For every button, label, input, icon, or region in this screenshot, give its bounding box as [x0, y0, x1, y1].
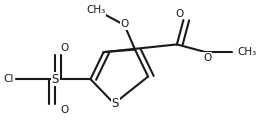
Text: Cl: Cl — [3, 74, 14, 84]
Text: O: O — [60, 105, 69, 115]
Text: S: S — [112, 97, 119, 110]
Text: O: O — [120, 20, 129, 30]
Text: CH₃: CH₃ — [237, 47, 256, 57]
Text: O: O — [60, 43, 69, 53]
Text: S: S — [51, 73, 59, 86]
Text: O: O — [175, 9, 184, 19]
Text: CH₃: CH₃ — [86, 5, 105, 15]
Text: O: O — [85, 5, 93, 15]
Text: O: O — [203, 53, 211, 63]
